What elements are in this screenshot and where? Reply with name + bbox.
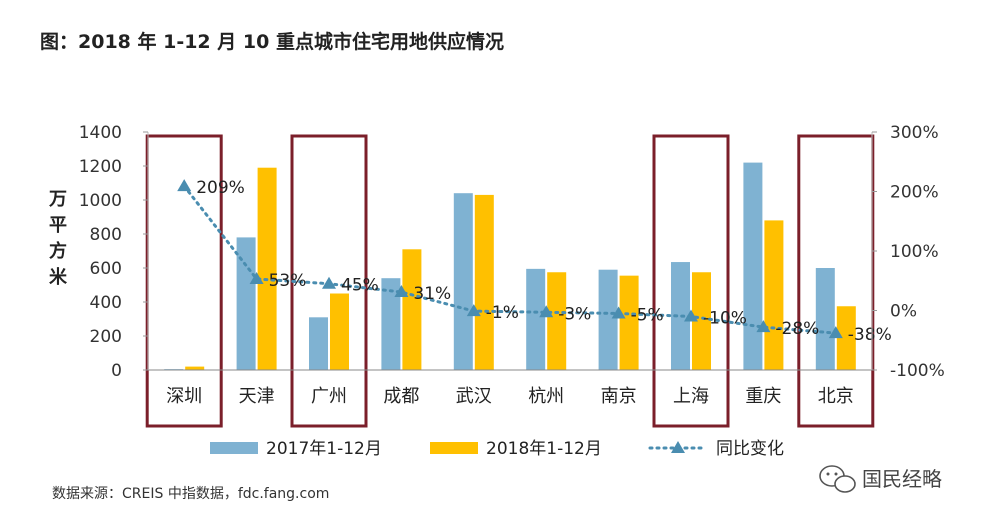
- y2-tick-label: 0%: [890, 302, 917, 322]
- bar-2018-6: [619, 275, 639, 370]
- legend-swatch: [430, 442, 478, 454]
- bar-2017-3: [381, 278, 401, 370]
- y-tick-label: 800: [90, 225, 122, 245]
- y-tick-label: 1400: [79, 123, 122, 143]
- bar-2018-0: [185, 366, 205, 370]
- yoy-point-9: [828, 326, 843, 339]
- yoy-data-label: 53%: [269, 271, 307, 291]
- y-tick-label: 1000: [79, 191, 122, 211]
- yoy-point-2: [322, 276, 336, 289]
- yoy-data-label: -3%: [558, 304, 591, 324]
- highlight-box: [797, 134, 875, 428]
- bar-2018-5: [547, 272, 567, 370]
- bar-2018-9: [836, 306, 856, 370]
- bar-2017-9: [815, 268, 835, 370]
- bar-2017-5: [526, 268, 546, 370]
- legend-item-2: 同比变化: [648, 439, 784, 459]
- legend-label: 2018年1-12月: [486, 439, 602, 459]
- bar-2017-2: [309, 317, 328, 370]
- legend-item-1: 2018年1-12月: [430, 439, 602, 459]
- bar-2018-1: [257, 167, 277, 370]
- highlight-box: [652, 134, 730, 428]
- bar-2017-8: [743, 162, 763, 370]
- yoy-data-label: -10%: [703, 308, 747, 328]
- highlight-box: [145, 134, 223, 428]
- y-axis-label-text: 万平方米: [48, 189, 68, 288]
- yoy-point-3: [394, 285, 409, 298]
- yoy-point-6: [611, 306, 626, 319]
- wechat-icon: [819, 465, 856, 493]
- legend-item-0: 2017年1-12月: [210, 439, 382, 459]
- yoy-point-0: [177, 179, 192, 192]
- x-tick-label: 杭州: [528, 386, 564, 407]
- y2-tick-label: 300%: [890, 123, 939, 143]
- x-tick-label: 武汉: [456, 386, 492, 407]
- x-tick-label: 深圳: [166, 386, 202, 407]
- yoy-data-label: 209%: [196, 178, 245, 198]
- y-tick-label: 200: [90, 327, 122, 347]
- y2-tick-label: 200%: [890, 183, 939, 203]
- yoy-data-label: -1%: [486, 303, 519, 323]
- yoy-point-5: [539, 305, 554, 318]
- bar-2018-7: [692, 272, 711, 370]
- x-tick-label: 成都: [383, 386, 419, 407]
- brand-name: 国民经略: [862, 467, 942, 491]
- yoy-data-label: 45%: [341, 276, 379, 296]
- x-tick-label: 北京: [818, 386, 854, 407]
- bar-2018-3: [402, 249, 422, 370]
- bar-2017-6: [598, 269, 618, 370]
- source-note: 数据来源：CREIS 中指数据，fdc.fang.com: [52, 486, 329, 502]
- y-tick-label: 1200: [79, 157, 122, 177]
- chart-title: 图：2018 年 1-12 月 10 重点城市住宅用地供应情况: [40, 30, 504, 53]
- brand-logo: 国民经略: [819, 465, 942, 493]
- bar-2018-4: [474, 194, 494, 370]
- x-tick-label: 广州: [311, 386, 347, 407]
- yoy-line: [182, 184, 838, 335]
- yoy-point-7: [684, 309, 698, 322]
- legend-label: 同比变化: [716, 439, 784, 459]
- yoy-point-4: [466, 304, 481, 317]
- y-tick-label: 0: [111, 361, 122, 381]
- y-axis-label: 万平方米: [48, 189, 68, 288]
- y2-tick-label: -100%: [890, 361, 945, 381]
- yoy-point-1: [249, 271, 264, 284]
- legend-label: 2017年1-12月: [266, 439, 382, 459]
- x-tick-label: 重庆: [745, 386, 781, 407]
- bar-2017-4: [453, 193, 473, 370]
- y-tick-label: 600: [90, 259, 122, 279]
- x-tick-label: 天津: [239, 386, 275, 407]
- x-tick-label: 南京: [601, 386, 637, 407]
- yoy-data-label: -38%: [848, 325, 892, 345]
- y2-tick-label: 100%: [890, 242, 939, 262]
- yoy-data-label: 31%: [413, 284, 451, 304]
- yoy-point-8: [756, 320, 771, 333]
- yoy-data-label: -28%: [775, 319, 819, 339]
- legend-swatch: [210, 442, 258, 454]
- x-tick-label: 上海: [673, 386, 709, 407]
- yoy-data-label: -5%: [631, 305, 664, 325]
- bar-2018-8: [764, 220, 784, 370]
- y-tick-label: 400: [90, 293, 122, 313]
- bar-2018-2: [330, 293, 349, 370]
